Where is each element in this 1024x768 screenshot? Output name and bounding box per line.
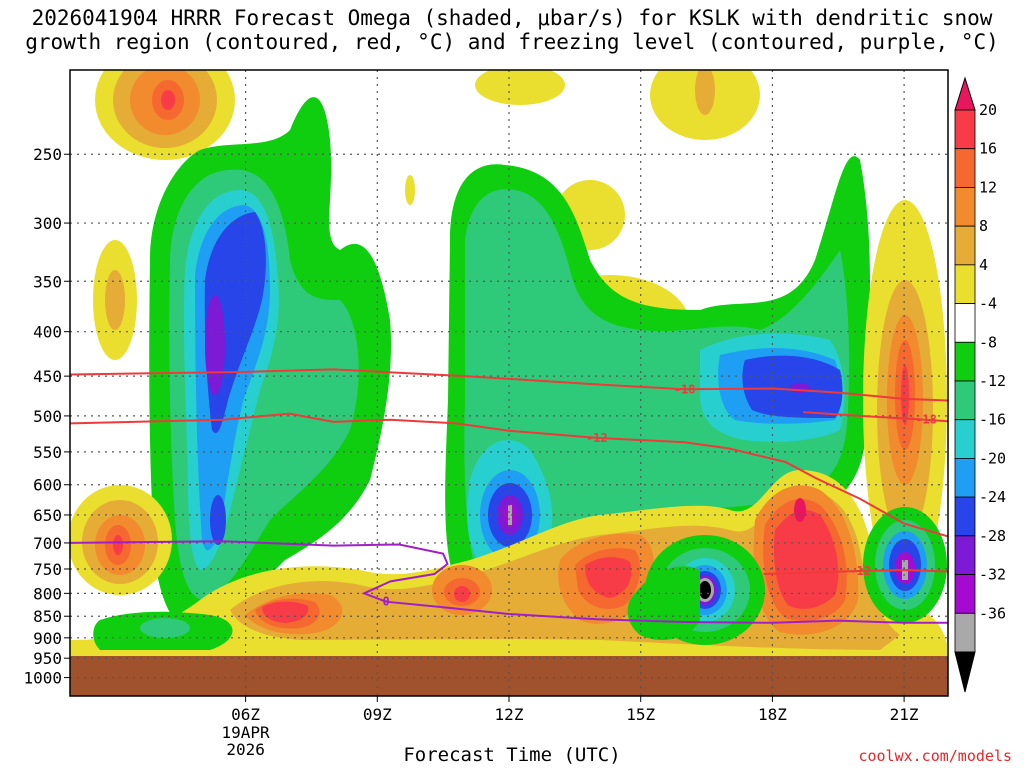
colorbar-label: -12 bbox=[979, 372, 1006, 390]
x-tick-label: 15Z bbox=[626, 705, 655, 724]
colorbar-swatch bbox=[954, 187, 976, 227]
colorbar-swatch bbox=[954, 109, 976, 150]
y-tick-label: 800 bbox=[33, 584, 62, 603]
y-tick-label: 650 bbox=[33, 506, 62, 525]
dendritic-contour bbox=[803, 411, 948, 423]
colorbar-swatch bbox=[954, 612, 976, 653]
freezing-level-contour bbox=[70, 540, 948, 624]
colorbar-label: 20 bbox=[979, 101, 997, 119]
dendritic-contour bbox=[763, 568, 948, 575]
contours bbox=[70, 368, 948, 624]
colorbar-label: -32 bbox=[979, 566, 1006, 584]
chart-title-line2: growth region (contoured, red, °C) and f… bbox=[25, 30, 999, 54]
dendritic-contour-label: -18 bbox=[915, 413, 937, 427]
y-tick-label: 750 bbox=[33, 560, 62, 579]
colorbar-swatch bbox=[954, 535, 976, 575]
y-tick-label: 450 bbox=[33, 367, 62, 386]
x-date-label: 2026 bbox=[226, 740, 265, 759]
y-tick-label: 1000 bbox=[23, 669, 62, 688]
y-tick-label: 850 bbox=[33, 607, 62, 626]
y-tick-label: 700 bbox=[33, 534, 62, 553]
x-tick-label: 21Z bbox=[890, 705, 919, 724]
x-date-label: 19APR bbox=[222, 723, 271, 742]
colorbar-top-arrow bbox=[954, 76, 976, 111]
colorbar-swatch bbox=[954, 148, 976, 188]
chart-title-line1: 2026041904 HRRR Forecast Omega (shaded, … bbox=[31, 6, 993, 30]
chart-title: 2026041904 HRRR Forecast Omega (shaded, … bbox=[0, 6, 1024, 54]
colorbar-swatch bbox=[954, 458, 976, 498]
colorbar-label: 4 bbox=[979, 256, 988, 274]
y-tick-label: 350 bbox=[33, 272, 62, 291]
freezing-level-contour-label: 0 bbox=[382, 595, 389, 609]
x-tick-label: 06Z bbox=[231, 705, 260, 724]
colorbar-label: 8 bbox=[979, 217, 988, 235]
y-tick-label: 250 bbox=[33, 145, 62, 164]
colorbar-swatch bbox=[954, 303, 976, 343]
colorbar: 20 16 12 8 4 -4 -8 -12 -16 -20 -24 -28 -32 -36 bbox=[954, 76, 1006, 693]
dendritic-contour-label: -12 bbox=[586, 431, 608, 445]
colorbar-swatch bbox=[954, 264, 976, 304]
site-credit[interactable]: coolwx.com/models bbox=[858, 747, 1012, 765]
colorbar-swatch bbox=[954, 419, 976, 459]
dendritic-contour-label: -18 bbox=[674, 382, 696, 396]
colorbar-label: -4 bbox=[979, 295, 997, 313]
colorbar-bottom-arrow bbox=[954, 651, 976, 693]
y-tick-label: 600 bbox=[33, 476, 62, 495]
contour-labels: -18 -12 -12 -18 0 bbox=[382, 382, 936, 608]
dendritic-contour bbox=[70, 368, 948, 402]
colorbar-swatch bbox=[954, 496, 976, 537]
x-axis-label: Forecast Time (UTC) bbox=[403, 744, 621, 766]
dendritic-contour bbox=[70, 412, 948, 538]
x-tick-label: 12Z bbox=[495, 705, 524, 724]
colorbar-label: -28 bbox=[979, 527, 1006, 545]
x-tick-label: 18Z bbox=[758, 705, 787, 724]
colorbar-label: -36 bbox=[979, 604, 1006, 622]
y-axis: 250 300 350 400 450 500 550 600 650 700 750 800 850 9… bbox=[23, 145, 70, 688]
colorbar-label: 12 bbox=[979, 178, 997, 196]
y-tick-label: 500 bbox=[33, 407, 62, 426]
colorbar-swatch bbox=[954, 380, 976, 421]
omega-shading bbox=[70, 70, 948, 660]
colorbar-label: 16 bbox=[979, 140, 997, 158]
colorbar-swatch bbox=[954, 225, 976, 266]
y-tick-label: 300 bbox=[33, 214, 62, 233]
ground-fill bbox=[70, 656, 948, 696]
y-tick-label: 550 bbox=[33, 443, 62, 462]
y-tick-label: 900 bbox=[33, 629, 62, 648]
colorbar-label: -16 bbox=[979, 411, 1006, 429]
colorbar-label: -20 bbox=[979, 449, 1006, 467]
y-tick-label: 400 bbox=[33, 323, 62, 342]
colorbar-swatch bbox=[954, 574, 976, 614]
colorbar-label: -8 bbox=[979, 333, 997, 351]
colorbar-label: -24 bbox=[979, 488, 1006, 506]
x-tick-label: 09Z bbox=[363, 705, 392, 724]
colorbar-swatch bbox=[954, 341, 976, 382]
y-tick-label: 950 bbox=[33, 649, 62, 668]
dendritic-contour-label: -12 bbox=[849, 564, 871, 578]
